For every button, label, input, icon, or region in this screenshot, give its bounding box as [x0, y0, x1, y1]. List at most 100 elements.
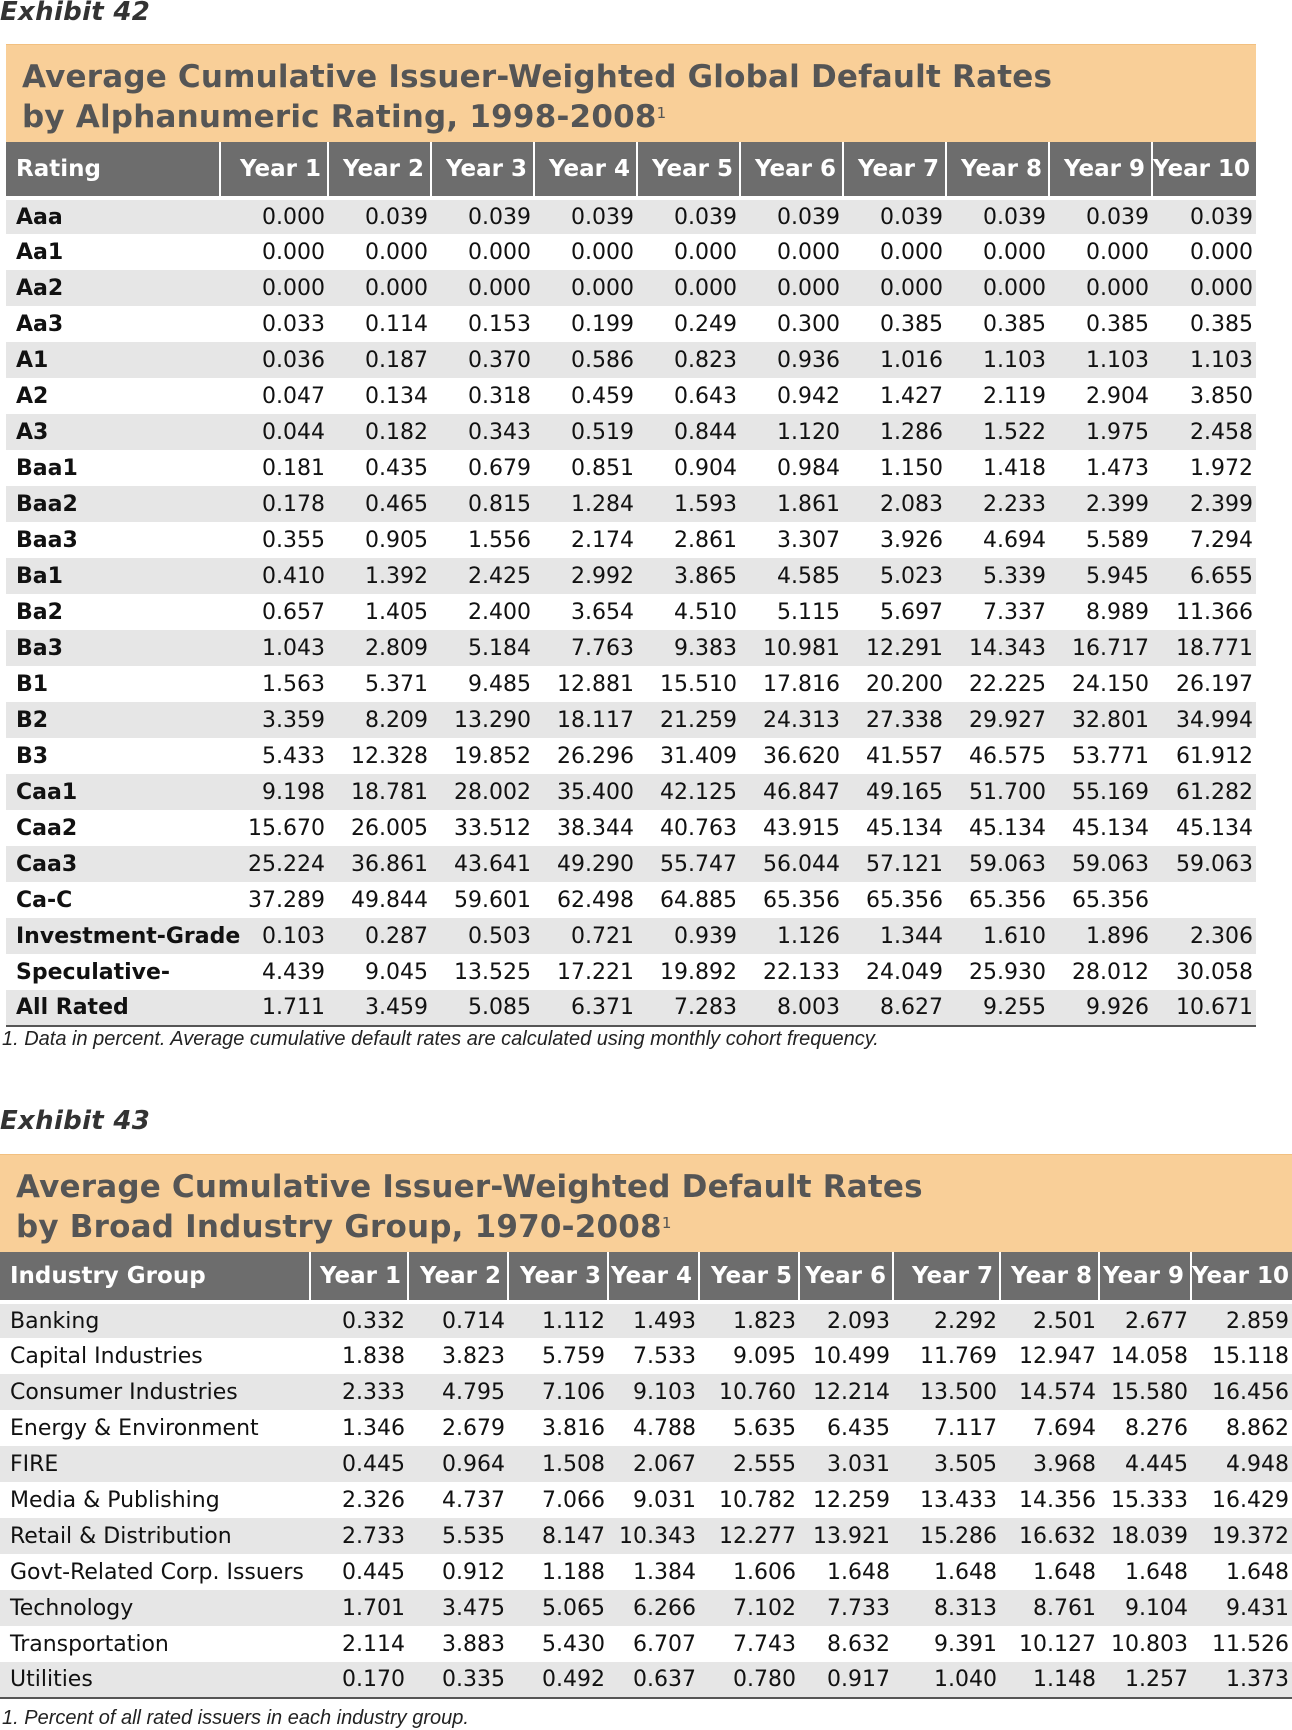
- exhibit-43-value-cell: 13.500: [893, 1374, 1000, 1410]
- exhibit-42-value-cell: 0.000: [740, 234, 843, 270]
- exhibit-43-value-cell: 8.313: [893, 1590, 1000, 1626]
- exhibit-42-value-cell: 0.343: [431, 414, 534, 450]
- exhibit-43-label: Exhibit 43: [0, 1106, 151, 1136]
- exhibit-43-value-cell: 9.095: [699, 1338, 799, 1374]
- exhibit-43-value-cell: 0.637: [608, 1662, 699, 1699]
- exhibit-42-value-cell: 1.896: [1049, 918, 1152, 954]
- exhibit-42-value-cell: 22.133: [740, 954, 843, 990]
- exhibit-43-table-row: Transportation 2.114 3.883 5.430 6.707 7.743 8…: [0, 1626, 1292, 1662]
- exhibit-42-table-row: Caa2 15.670 26.005 33.512 38.344 40.763 43.915…: [6, 810, 1256, 846]
- exhibit-42-row-label: Caa1: [6, 774, 220, 810]
- exhibit-42-value-cell: 61.282: [1152, 774, 1256, 810]
- exhibit-42-value-cell: 37.289: [220, 882, 328, 918]
- exhibit-43-value-cell: 2.292: [893, 1302, 1000, 1338]
- exhibit-43-value-cell: 2.093: [799, 1302, 893, 1338]
- exhibit-43-value-cell: 3.475: [408, 1590, 508, 1626]
- exhibit-43-value-cell: 10.343: [608, 1518, 699, 1554]
- exhibit-43-value-cell: 15.580: [1099, 1374, 1191, 1410]
- exhibit-42-value-cell: 12.328: [328, 738, 431, 774]
- exhibit-42-value-cell: 0.000: [220, 270, 328, 306]
- exhibit-42-value-cell: 0.000: [1152, 234, 1256, 270]
- exhibit-42-value-cell: 0.355: [220, 522, 328, 558]
- exhibit-42-table-row: B2 3.359 8.209 13.290 18.117 21.259 24.313 27.3…: [6, 702, 1256, 738]
- exhibit-42-value-cell: 8.003: [740, 990, 843, 1027]
- exhibit-42-value-cell: 0.153: [431, 306, 534, 342]
- exhibit-42-table-row: Aa1 0.000 0.000 0.000 0.000 0.000 0.000 0.000 0.…: [6, 234, 1256, 270]
- exhibit-42-value-cell: 46.847: [740, 774, 843, 810]
- exhibit-42-value-cell: 1.126: [740, 918, 843, 954]
- exhibit-42-value-cell: 5.023: [843, 558, 946, 594]
- exhibit-43-row-label: Energy & Environment: [0, 1410, 310, 1446]
- exhibit-42-value-cell: [1152, 882, 1256, 918]
- exhibit-42-value-cell: 0.851: [534, 450, 637, 486]
- exhibit-42-table: Rating Year 1 Year 2 Year 3 Year 4 Year 5 Year…: [6, 142, 1256, 1027]
- exhibit-42-value-cell: 65.356: [843, 882, 946, 918]
- exhibit-43-value-cell: 19.372: [1191, 1518, 1292, 1554]
- exhibit-42-value-cell: 0.410: [220, 558, 328, 594]
- exhibit-42-value-cell: 0.984: [740, 450, 843, 486]
- exhibit-42-value-cell: 14.343: [946, 630, 1049, 666]
- exhibit-43-value-cell: 14.058: [1099, 1338, 1191, 1374]
- exhibit-42-value-cell: 55.747: [637, 846, 740, 882]
- exhibit-42-value-cell: 3.359: [220, 702, 328, 738]
- exhibit-42-value-cell: 0.000: [637, 270, 740, 306]
- exhibit-43-value-cell: 1.838: [310, 1338, 408, 1374]
- exhibit-42-value-cell: 0.000: [431, 234, 534, 270]
- exhibit-42-value-cell: 29.927: [946, 702, 1049, 738]
- exhibit-43-column-header: Year 1: [310, 1252, 409, 1304]
- exhibit-42-table-row: A1 0.036 0.187 0.370 0.586 0.823 0.936 1.016 1.1…: [6, 342, 1256, 378]
- exhibit-42-value-cell: 64.885: [637, 882, 740, 918]
- exhibit-43-header-row: Industry Group Year 1 Year 2 Year 3 Year 4 Ye…: [0, 1252, 1292, 1304]
- exhibit-42-value-cell: 0.000: [220, 234, 328, 270]
- exhibit-43-row-label: Banking: [0, 1302, 310, 1338]
- exhibit-42-value-cell: 4.439: [220, 954, 328, 990]
- exhibit-43-value-cell: 0.170: [310, 1662, 408, 1699]
- exhibit-42-value-cell: 0.385: [1152, 306, 1256, 342]
- exhibit-42-row-label: Ba2: [6, 594, 220, 630]
- exhibit-42-row-label: Investment-Grade: [6, 918, 240, 954]
- exhibit-42-value-cell: 0.503: [431, 918, 534, 954]
- exhibit-42-row-label: A1: [6, 342, 220, 378]
- exhibit-42-value-cell: 1.103: [1049, 342, 1152, 378]
- exhibit-42-value-cell: 2.399: [1152, 486, 1256, 522]
- exhibit-42-value-cell: 3.850: [1152, 378, 1256, 414]
- exhibit-42-value-cell: 18.771: [1152, 630, 1256, 666]
- exhibit-42-value-cell: 45.134: [1049, 810, 1152, 846]
- exhibit-42-value-cell: 0.039: [740, 198, 843, 234]
- exhibit-43-value-cell: 2.326: [310, 1482, 408, 1518]
- exhibit-42-table-row: A2 0.047 0.134 0.318 0.459 0.643 0.942 1.427 2.1…: [6, 378, 1256, 414]
- exhibit-42-value-cell: 7.337: [946, 594, 1049, 630]
- exhibit-42-value-cell: 0.039: [637, 198, 740, 234]
- exhibit-42-value-cell: 0.435: [328, 450, 431, 486]
- exhibit-42-value-cell: 1.392: [328, 558, 431, 594]
- exhibit-43-value-cell: 1.823: [699, 1302, 799, 1338]
- exhibit-43-value-cell: 11.526: [1191, 1626, 1292, 1662]
- exhibit-42-row-label: Aa2: [6, 270, 220, 306]
- exhibit-42-column-header: Rating: [6, 142, 221, 200]
- exhibit-42-row-label: Caa2: [6, 810, 220, 846]
- exhibit-43-value-cell: 10.499: [799, 1338, 893, 1374]
- exhibit-42-row-label: B2: [6, 702, 220, 738]
- exhibit-42-value-cell: 59.601: [431, 882, 534, 918]
- exhibit-42-value-cell: 1.344: [843, 918, 946, 954]
- exhibit-42-table-row: Baa2 0.178 0.465 0.815 1.284 1.593 1.861 2.083 2…: [6, 486, 1256, 522]
- exhibit-43-value-cell: 1.493: [608, 1302, 699, 1338]
- exhibit-43-value-cell: 1.606: [699, 1554, 799, 1590]
- exhibit-42-title-line2: by Alphanumeric Rating, 1998-2008: [22, 99, 657, 135]
- exhibit-42-value-cell: 1.016: [843, 342, 946, 378]
- exhibit-42-value-cell: 5.115: [740, 594, 843, 630]
- exhibit-43-value-cell: 15.118: [1191, 1338, 1292, 1374]
- exhibit-43-title-line1: Average Cumulative Issuer-Weighted Defau…: [16, 1169, 923, 1205]
- exhibit-42-value-cell: 2.399: [1049, 486, 1152, 522]
- exhibit-42-value-cell: 0.385: [1049, 306, 1152, 342]
- exhibit-43-value-cell: 2.067: [608, 1446, 699, 1482]
- exhibit-42-value-cell: 1.972: [1152, 450, 1256, 486]
- exhibit-42-value-cell: 3.459: [328, 990, 431, 1027]
- exhibit-42-value-cell: 0.300: [740, 306, 843, 342]
- exhibit-43-value-cell: 8.632: [799, 1626, 893, 1662]
- exhibit-42-value-cell: 2.904: [1049, 378, 1152, 414]
- exhibit-42-value-cell: 0.181: [220, 450, 328, 486]
- exhibit-42-value-cell: 13.525: [431, 954, 534, 990]
- exhibit-43-value-cell: 2.679: [408, 1410, 508, 1446]
- exhibit-43-value-cell: 2.677: [1099, 1302, 1191, 1338]
